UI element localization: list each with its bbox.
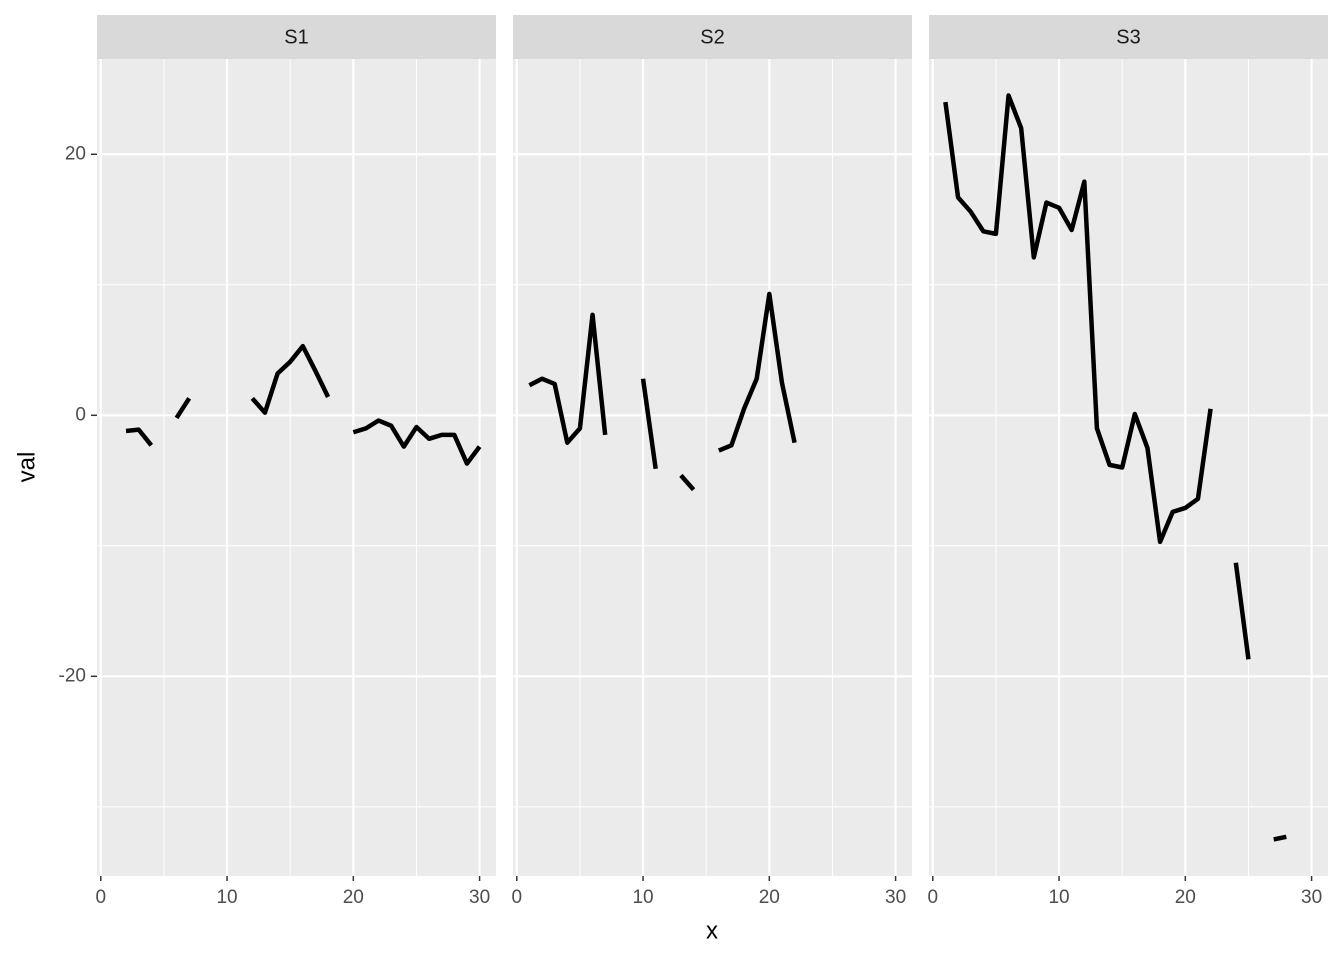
strip-background [929, 15, 1328, 59]
x-tick-label: 20 [1175, 887, 1196, 908]
y-tick-label: 0 [75, 404, 86, 425]
y-tick-label: 20 [65, 143, 86, 164]
x-axis-title: x [706, 917, 718, 944]
y-axis-title: val [13, 452, 40, 483]
x-tick-label: 0 [95, 887, 106, 908]
strip-label: S3 [1116, 26, 1140, 48]
series-line [125, 343, 482, 466]
y-tick-label: -20 [59, 665, 86, 686]
x-tick-label: 10 [216, 887, 237, 908]
x-tick-label: 0 [927, 887, 938, 908]
series-line [528, 291, 797, 492]
x-tick-label: 30 [1301, 887, 1322, 908]
panel-background [929, 59, 1328, 876]
x-tick-label: 10 [1048, 887, 1069, 908]
series-line [943, 93, 1287, 842]
x-tick-label: 0 [511, 887, 522, 908]
x-tick-label: 20 [343, 887, 364, 908]
panel-background [97, 59, 496, 876]
x-tick-label: 30 [469, 887, 490, 908]
x-tick-label: 30 [885, 887, 906, 908]
panel-background [513, 59, 912, 876]
strip-background [97, 15, 496, 59]
x-tick-label: 20 [759, 887, 780, 908]
strip-label: S2 [700, 26, 724, 48]
strip-label: S1 [284, 26, 308, 48]
strip-background [513, 15, 912, 59]
x-tick-label: 10 [632, 887, 653, 908]
